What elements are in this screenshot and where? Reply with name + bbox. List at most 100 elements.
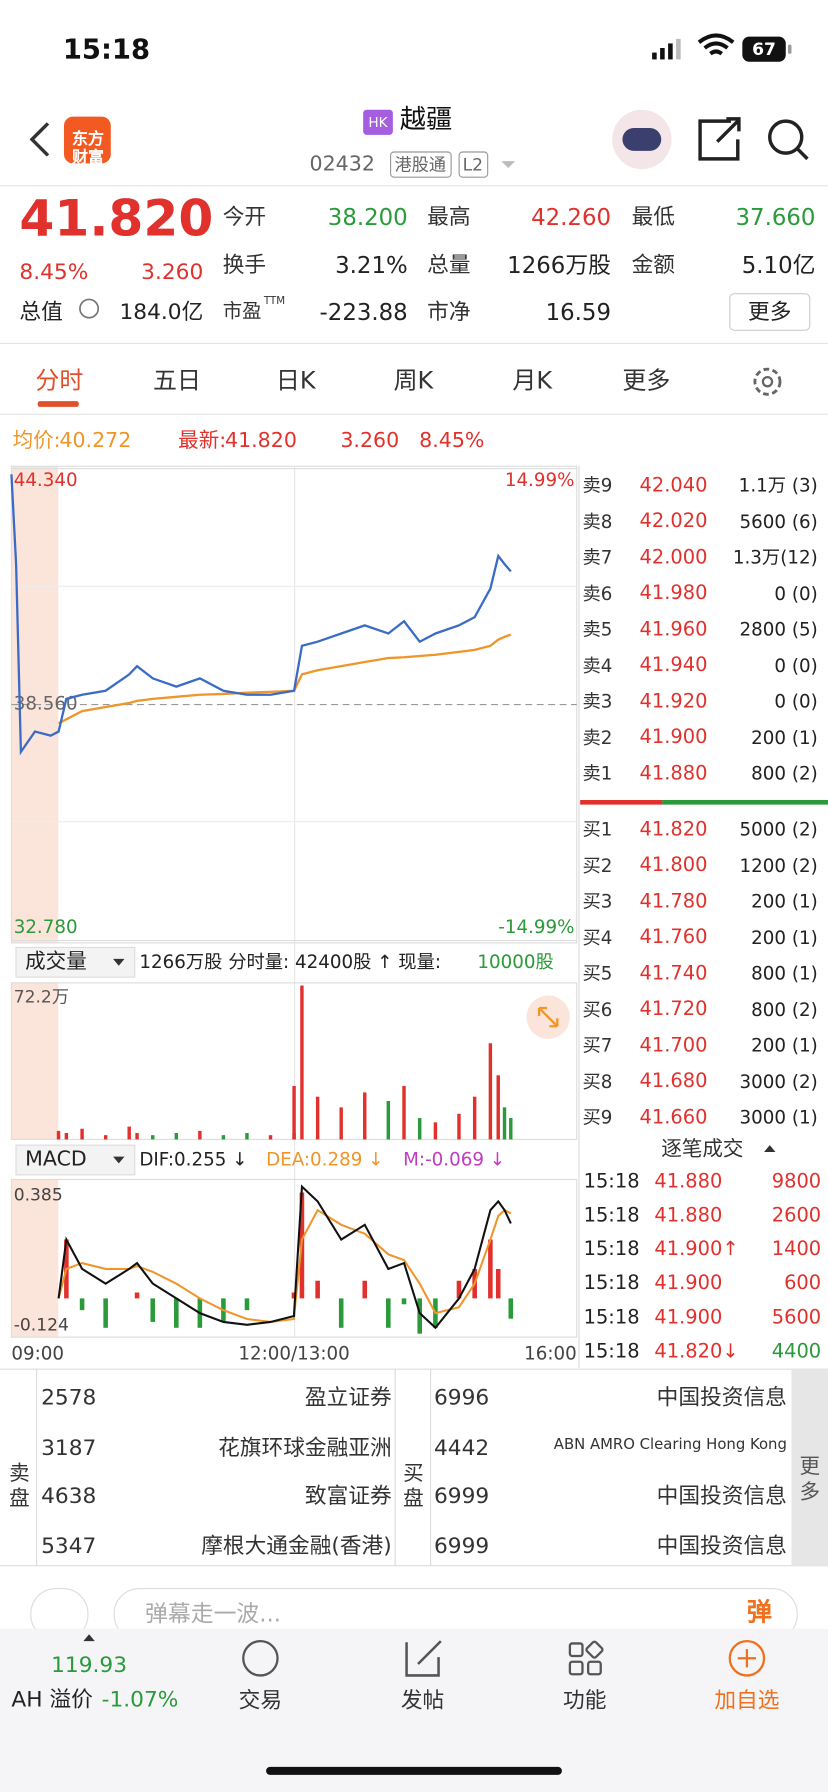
- volume-selector[interactable]: 成交量: [25, 949, 87, 974]
- book-level: 买2: [582, 854, 613, 877]
- macd-bar: [338, 1298, 344, 1328]
- info-icon[interactable]: [79, 298, 100, 319]
- expand-icon: [537, 1006, 559, 1028]
- volume-bar: [64, 1133, 69, 1140]
- comment-placeholder[interactable]: 弹幕走一波...: [145, 1600, 282, 1628]
- tab[interactable]: 周K: [393, 367, 434, 395]
- search-icon[interactable]: [768, 119, 804, 155]
- stock-tag: 港股通: [394, 154, 446, 175]
- more-button-label[interactable]: 更多: [748, 298, 792, 325]
- back-icon[interactable]: [29, 122, 50, 157]
- separator: [0, 185, 828, 187]
- broker-code: 6999: [433, 1533, 490, 1559]
- field-value: -223.88: [319, 298, 408, 326]
- macd-bar: [174, 1298, 179, 1328]
- macd-bar: [291, 1292, 297, 1299]
- volume-bar: [315, 1096, 320, 1140]
- nav-item[interactable]: 交易: [238, 1687, 283, 1713]
- broker-more[interactable]: 更多: [799, 1455, 821, 1504]
- book-price: 41.740: [639, 962, 708, 985]
- volume-bar: [386, 1100, 391, 1140]
- trade-volume: 5600: [771, 1306, 822, 1330]
- selector-box[interactable]: [15, 946, 136, 978]
- more-button[interactable]: [729, 293, 811, 331]
- y2-tick-label: 14.99%: [505, 470, 575, 491]
- macd-bar: [244, 1298, 250, 1311]
- y-tick-label: 44.340: [14, 470, 78, 491]
- stock-name: 越疆: [399, 105, 453, 136]
- book-price: 41.680: [639, 1070, 708, 1093]
- series-line: [10, 474, 512, 756]
- book-volume: 200 (1): [751, 890, 818, 913]
- book-volume: 800 (2): [751, 762, 818, 785]
- home-indicator: [266, 1766, 562, 1775]
- macd-bar: [134, 1292, 140, 1299]
- bottom-nav: [0, 1628, 828, 1792]
- book-price: 41.720: [639, 998, 708, 1021]
- trade-time: 15:18: [583, 1170, 640, 1193]
- book-price: 41.920: [639, 690, 708, 713]
- field-label: 最低: [631, 204, 675, 230]
- field-value: 38.200: [327, 203, 408, 231]
- change-pct: 8.45%: [19, 258, 89, 285]
- volume-current: 10000股: [477, 951, 554, 974]
- danmaku-button[interactable]: 弹: [746, 1598, 773, 1628]
- selector-box[interactable]: [15, 1144, 136, 1176]
- book-level: 卖9: [582, 474, 613, 497]
- post-icon: [405, 1640, 442, 1677]
- macd-selector[interactable]: MACD: [25, 1147, 87, 1172]
- volume-bar: [80, 1128, 84, 1140]
- volume-bar: [488, 1043, 493, 1140]
- trade-volume: 9800: [771, 1170, 822, 1193]
- volume-bar: [56, 1130, 61, 1140]
- info-text: 均价:: [12, 428, 61, 453]
- book-volume: 1.1万 (3): [738, 474, 818, 497]
- volume-summary: 1266万股 分时量: 42400股 ↑ 现量:: [139, 951, 442, 974]
- trade-volume: 600: [784, 1272, 822, 1296]
- tab[interactable]: 日K: [275, 367, 316, 395]
- nav-item[interactable]: 加自选: [714, 1687, 780, 1713]
- share-icon[interactable]: [698, 117, 741, 161]
- broker-name: ABN AMRO Clearing Hong Kong: [553, 1436, 787, 1454]
- last-price: 41.820: [19, 189, 214, 248]
- broker-name: 摩根大通金融(香港): [201, 1533, 392, 1559]
- broker-code: 2578: [41, 1384, 97, 1410]
- book-volume: 3000 (2): [739, 1070, 818, 1093]
- tab[interactable]: 分时: [35, 367, 84, 395]
- volume-frame: [10, 982, 578, 1141]
- field-value: 37.660: [735, 203, 816, 231]
- broker-code: 6996: [433, 1384, 490, 1410]
- info-text: 8.45%: [419, 428, 485, 453]
- broker-name: 中国投资信息: [656, 1384, 787, 1410]
- book-level: 卖7: [582, 546, 613, 569]
- auction-shade: [11, 1179, 59, 1338]
- series-line: [57, 1208, 512, 1323]
- nav-item[interactable]: 发帖: [400, 1687, 445, 1713]
- macd-frame: [10, 1178, 578, 1338]
- info-text: 41.820: [224, 428, 297, 453]
- settings-icon[interactable]: [753, 367, 782, 396]
- field-label: 今开: [222, 204, 267, 230]
- ah-premium: -1.07%: [101, 1686, 179, 1712]
- market-cap-label: 总值: [19, 298, 63, 325]
- field-value: 3.21%: [335, 251, 408, 279]
- book-volume: 0 (0): [774, 690, 818, 713]
- book-level: 卖6: [582, 582, 613, 605]
- broker-more-column[interactable]: [791, 1369, 828, 1566]
- broker-name: 中国投资信息: [656, 1533, 787, 1559]
- tab[interactable]: 更多: [622, 367, 671, 395]
- separator: [0, 342, 828, 345]
- field-label: 换手: [222, 252, 267, 278]
- macd-bar: [150, 1298, 156, 1322]
- tab[interactable]: 月K: [512, 367, 553, 395]
- book-volume: 800 (2): [751, 998, 818, 1021]
- status-time: 15:18: [62, 32, 151, 65]
- volume-bar: [198, 1130, 202, 1140]
- series-line: [58, 633, 512, 725]
- hk-badge: [363, 109, 393, 135]
- y2-tick-label: -14.99%: [498, 917, 574, 938]
- add-icon-plus: [737, 1649, 757, 1668]
- broker-name: 致富证券: [304, 1482, 392, 1509]
- tab[interactable]: 五日: [153, 367, 202, 395]
- nav-item[interactable]: 功能: [563, 1687, 607, 1713]
